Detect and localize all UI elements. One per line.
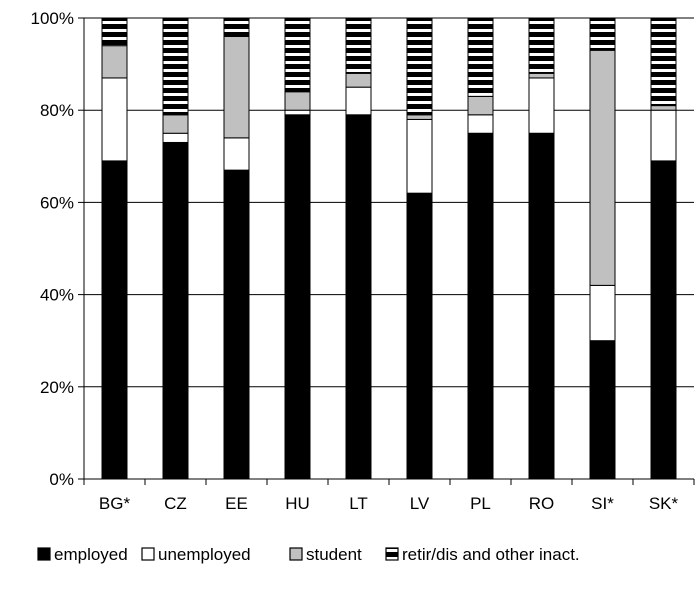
legend: employed unemployed student retir/dis and o…	[37, 545, 580, 564]
bar-unemployed-ee	[223, 137, 250, 171]
bar-student-lt	[345, 72, 372, 88]
bar-student-ro	[528, 72, 555, 79]
x-tick-label: PL	[470, 494, 491, 513]
bar-student-bg	[101, 45, 128, 79]
y-tick-label: 80%	[40, 101, 74, 120]
x-tick-label: RO	[529, 494, 555, 513]
bar-retir-lt	[345, 17, 372, 74]
y-tick-label: 60%	[40, 193, 74, 212]
bar-employed-lt	[345, 114, 372, 480]
employed-swatch	[37, 547, 51, 561]
axes: 0% 20% 40% 60% 80% 100% BG* CZ EE HU LT LV PL RO SI* SK…	[31, 9, 695, 513]
unemployed-swatch	[141, 547, 155, 561]
legend-label-employed: employed	[54, 545, 128, 564]
bar-student-sk	[650, 105, 677, 111]
bar-retir-pl	[467, 17, 494, 97]
x-tick-label: CZ	[164, 494, 187, 513]
bar-employed-ee	[223, 169, 250, 480]
student-swatch	[289, 547, 303, 561]
bars	[101, 17, 677, 480]
retired-swatch	[385, 547, 399, 561]
bar-employed-si	[589, 340, 616, 480]
bar-retir-sk	[650, 17, 677, 107]
x-tick-label: SK*	[649, 494, 679, 513]
legend-label-student: student	[306, 545, 362, 564]
bar-unemployed-pl	[467, 114, 494, 134]
bar-retir-ro	[528, 17, 555, 74]
bar-unemployed-bg	[101, 77, 128, 162]
x-tick-label: LT	[349, 494, 368, 513]
bar-student-pl	[467, 95, 494, 116]
x-tick-label: BG*	[99, 494, 131, 513]
bar-retir-lv	[406, 17, 433, 116]
bar-retir-cz	[162, 17, 189, 116]
bar-student-cz	[162, 114, 189, 134]
bar-employed-ro	[528, 132, 555, 480]
bar-unemployed-sk	[650, 109, 677, 162]
bar-employed-hu	[284, 114, 311, 480]
bar-employed-cz	[162, 141, 189, 480]
x-tick-label: SI*	[591, 494, 614, 513]
bar-employed-pl	[467, 132, 494, 480]
bar-unemployed-ro	[528, 77, 555, 134]
x-tick-label: LV	[410, 494, 430, 513]
y-tick-label: 100%	[31, 9, 74, 28]
bar-retir-hu	[284, 17, 311, 93]
bar-student-si	[589, 49, 616, 286]
bar-student-lv	[406, 114, 433, 120]
y-tick-label: 0%	[49, 470, 74, 489]
bar-unemployed-hu	[284, 109, 311, 116]
x-tick-label: EE	[225, 494, 248, 513]
bar-student-ee	[223, 35, 250, 139]
bar-employed-lv	[406, 192, 433, 480]
legend-label-unemployed: unemployed	[158, 545, 251, 564]
bar-retir-si	[589, 17, 616, 51]
bar-student-hu	[284, 91, 311, 111]
y-tick-label: 40%	[40, 286, 74, 305]
bar-unemployed-cz	[162, 132, 189, 143]
x-tick-label: HU	[285, 494, 310, 513]
y-tick-label: 20%	[40, 378, 74, 397]
bar-employed-sk	[650, 160, 677, 480]
legend-label-retired: retir/dis and other inact.	[402, 545, 580, 564]
bar-unemployed-si	[589, 284, 616, 342]
bar-unemployed-lv	[406, 118, 433, 194]
bar-unemployed-lt	[345, 86, 372, 116]
bar-employed-bg	[101, 160, 128, 480]
bar-retir-bg	[101, 17, 128, 47]
bar-retir-ee	[223, 17, 250, 37]
